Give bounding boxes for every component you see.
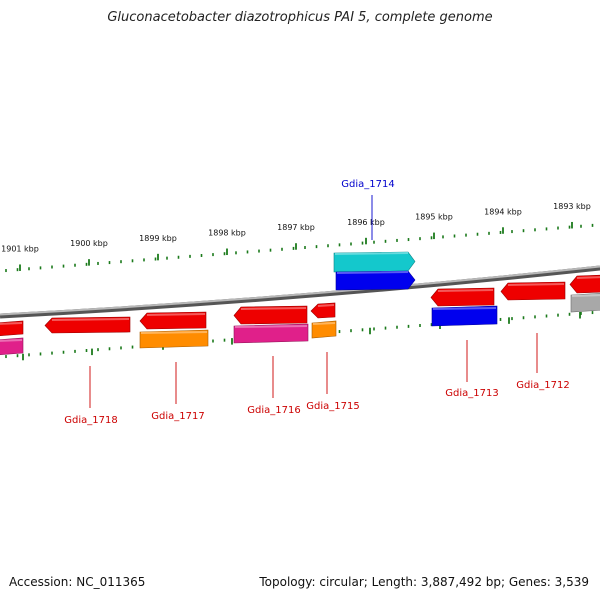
kbp-label: 1900 kbp bbox=[70, 239, 108, 248]
genome-backbone bbox=[0, 265, 600, 316]
feature-gray-edge-right-highlight bbox=[571, 294, 600, 297]
feature-cyan-1714-highlight bbox=[334, 252, 409, 255]
feature-red-1715-highlight bbox=[317, 304, 335, 307]
feature-red-1717[interactable] bbox=[139, 311, 207, 330]
feature-cyan-1714[interactable] bbox=[333, 251, 416, 273]
feature-magenta-1716[interactable] bbox=[233, 323, 309, 344]
kbp-label: 1898 kbp bbox=[208, 229, 246, 238]
feature-blue-1714-highlight bbox=[336, 271, 409, 274]
kbp-label: 1901 kbp bbox=[1, 244, 39, 253]
accession-text: Accession: NC_011365 bbox=[9, 575, 146, 589]
feature-magenta-edge-left[interactable] bbox=[0, 337, 24, 356]
feature-magenta-1716-highlight bbox=[234, 325, 308, 328]
kbp-label: 1899 kbp bbox=[139, 234, 177, 243]
feature-red-1712-highlight bbox=[507, 283, 565, 286]
kbp-label: 1893 kbp bbox=[553, 202, 591, 211]
feature-orange-1715[interactable] bbox=[311, 320, 337, 339]
genome-backbone-shadow bbox=[0, 265, 600, 319]
feature-red-1712[interactable] bbox=[500, 281, 566, 301]
feature-red-1718-highlight bbox=[51, 318, 130, 321]
feature-red-1713-highlight bbox=[437, 289, 494, 292]
feature-red-1713[interactable] bbox=[430, 287, 495, 307]
feature-red-1716-highlight bbox=[240, 307, 307, 310]
feature-orange-1717[interactable] bbox=[139, 329, 209, 349]
feature-blue-1713[interactable] bbox=[431, 305, 498, 327]
kbp-label: 1896 kbp bbox=[347, 218, 385, 227]
map-title: Gluconacetobacter diazotrophicus PAI 5, … bbox=[107, 10, 493, 25]
kbp-label: 1897 kbp bbox=[277, 223, 315, 232]
feature-red-1716[interactable] bbox=[233, 305, 308, 325]
feature-red-1717-highlight bbox=[146, 313, 206, 316]
gene-label-gdia_1715[interactable]: Gdia_1715 bbox=[306, 401, 359, 412]
feature-red-edge-left-highlight bbox=[0, 322, 23, 325]
gene-label-gdia_1716[interactable]: Gdia_1716 bbox=[247, 405, 300, 416]
gene-label-gdia_1718[interactable]: Gdia_1718 bbox=[64, 415, 117, 426]
feature-magenta-edge-left-highlight bbox=[0, 339, 23, 342]
feature-orange-1715-highlight bbox=[312, 322, 336, 325]
feature-red-edge-right[interactable] bbox=[569, 274, 600, 294]
feature-blue-1714[interactable] bbox=[335, 270, 416, 291]
gene-label-gdia_1717[interactable]: Gdia_1717 bbox=[151, 411, 204, 422]
kbp-label: 1894 kbp bbox=[484, 207, 522, 216]
feature-orange-1717-highlight bbox=[140, 331, 208, 334]
gene-label-gdia_1712[interactable]: Gdia_1712 bbox=[516, 380, 569, 391]
feature-red-edge-right-highlight bbox=[576, 276, 600, 279]
feature-red-edge-left[interactable] bbox=[0, 320, 24, 337]
genome-summary-text: Topology: circular; Length: 3,887,492 bp… bbox=[259, 575, 589, 589]
feature-red-1718[interactable] bbox=[44, 316, 131, 334]
gene-label-gdia_1714[interactable]: Gdia_1714 bbox=[341, 179, 394, 190]
feature-red-1715[interactable] bbox=[310, 302, 336, 319]
feature-blue-1713-highlight bbox=[432, 307, 497, 310]
kbp-label: 1895 kbp bbox=[415, 213, 453, 222]
gene-label-gdia_1713[interactable]: Gdia_1713 bbox=[445, 388, 498, 399]
feature-gray-edge-right[interactable] bbox=[570, 292, 600, 313]
